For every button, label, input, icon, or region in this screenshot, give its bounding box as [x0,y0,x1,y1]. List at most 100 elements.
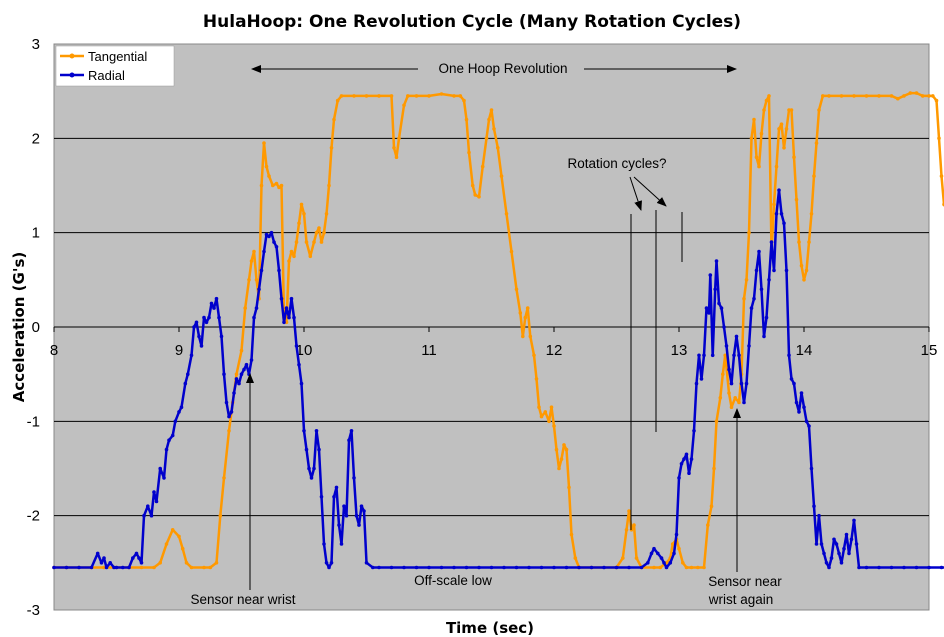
data-point [742,400,746,405]
data-point [392,146,396,150]
data-point [799,391,804,395]
data-point [697,353,701,358]
data-point [232,391,236,395]
series-group [52,91,944,570]
data-point [202,315,206,320]
data-point [668,561,673,565]
y-tick-label: -2 [27,508,40,525]
data-point [821,94,825,98]
data-point [834,542,839,546]
data-point [914,91,919,95]
data-point [849,537,854,542]
data-point [764,315,769,320]
data-point [342,504,346,509]
data-point [227,414,231,419]
data-point [477,195,481,199]
data-point [272,240,276,244]
data-point [525,306,530,310]
data-point [354,513,359,518]
data-point [518,311,523,315]
x-tick-label: 14 [796,342,813,359]
data-point [302,429,306,433]
data-point [787,353,791,358]
data-point [95,551,100,556]
data-point [727,391,731,395]
data-point [317,447,321,452]
data-point [567,485,571,490]
data-point [762,334,766,339]
data-point [714,259,719,263]
data-point [177,534,181,539]
data-point [462,98,466,103]
data-point [294,344,299,348]
data-point [554,447,559,452]
data-point [774,212,779,216]
data-point [549,405,554,410]
data-point [219,334,224,339]
data-point [492,127,496,131]
data-point [809,212,814,216]
data-point [814,542,819,546]
data-point [271,183,275,188]
data-point [774,164,779,169]
data-point [829,556,834,560]
data-point [239,372,244,377]
data-point [684,452,689,457]
data-point [142,513,146,518]
y-tick-label: -3 [27,602,40,619]
data-point [164,542,169,546]
data-point [729,405,734,410]
data-point [304,240,309,244]
data-point [214,296,219,301]
data-point [577,565,581,570]
data-point [274,181,279,186]
data-point [864,94,869,98]
data-point [234,372,239,377]
data-point [799,263,804,268]
data-point [717,301,721,306]
data-point [267,174,271,178]
data-point [749,306,754,310]
data-point [317,226,321,230]
data-point [844,532,849,537]
data-point [747,230,751,235]
data-point [664,565,669,570]
data-point [339,542,344,546]
legend-box [55,45,175,87]
data-point [772,202,776,207]
data-point [639,565,644,570]
data-point [779,122,784,126]
data-point [684,565,689,570]
data-point [777,127,781,131]
data-point [218,513,223,518]
data-point [652,546,656,551]
data-point [352,94,356,98]
data-point [302,212,306,216]
data-point [307,466,311,471]
data-point [734,334,739,339]
data-point [189,353,194,358]
data-point [744,381,749,386]
data-point [514,565,519,570]
data-point [939,565,944,570]
data-point [649,551,654,556]
data-point [557,466,561,471]
data-point [167,438,171,443]
data-point [682,457,686,461]
data-point [723,353,727,358]
data-point [794,197,799,202]
data-point [414,565,419,570]
data-point [402,103,406,108]
data-point [632,523,636,527]
data-point [528,334,533,339]
data-point [792,155,796,159]
data-point [532,353,536,358]
data-point [322,542,326,546]
data-point [158,466,162,471]
data-point [332,117,336,122]
data-point [889,565,894,570]
data-point [377,94,381,98]
data-point [349,429,354,433]
data-point [352,476,356,480]
data-point [154,499,159,504]
